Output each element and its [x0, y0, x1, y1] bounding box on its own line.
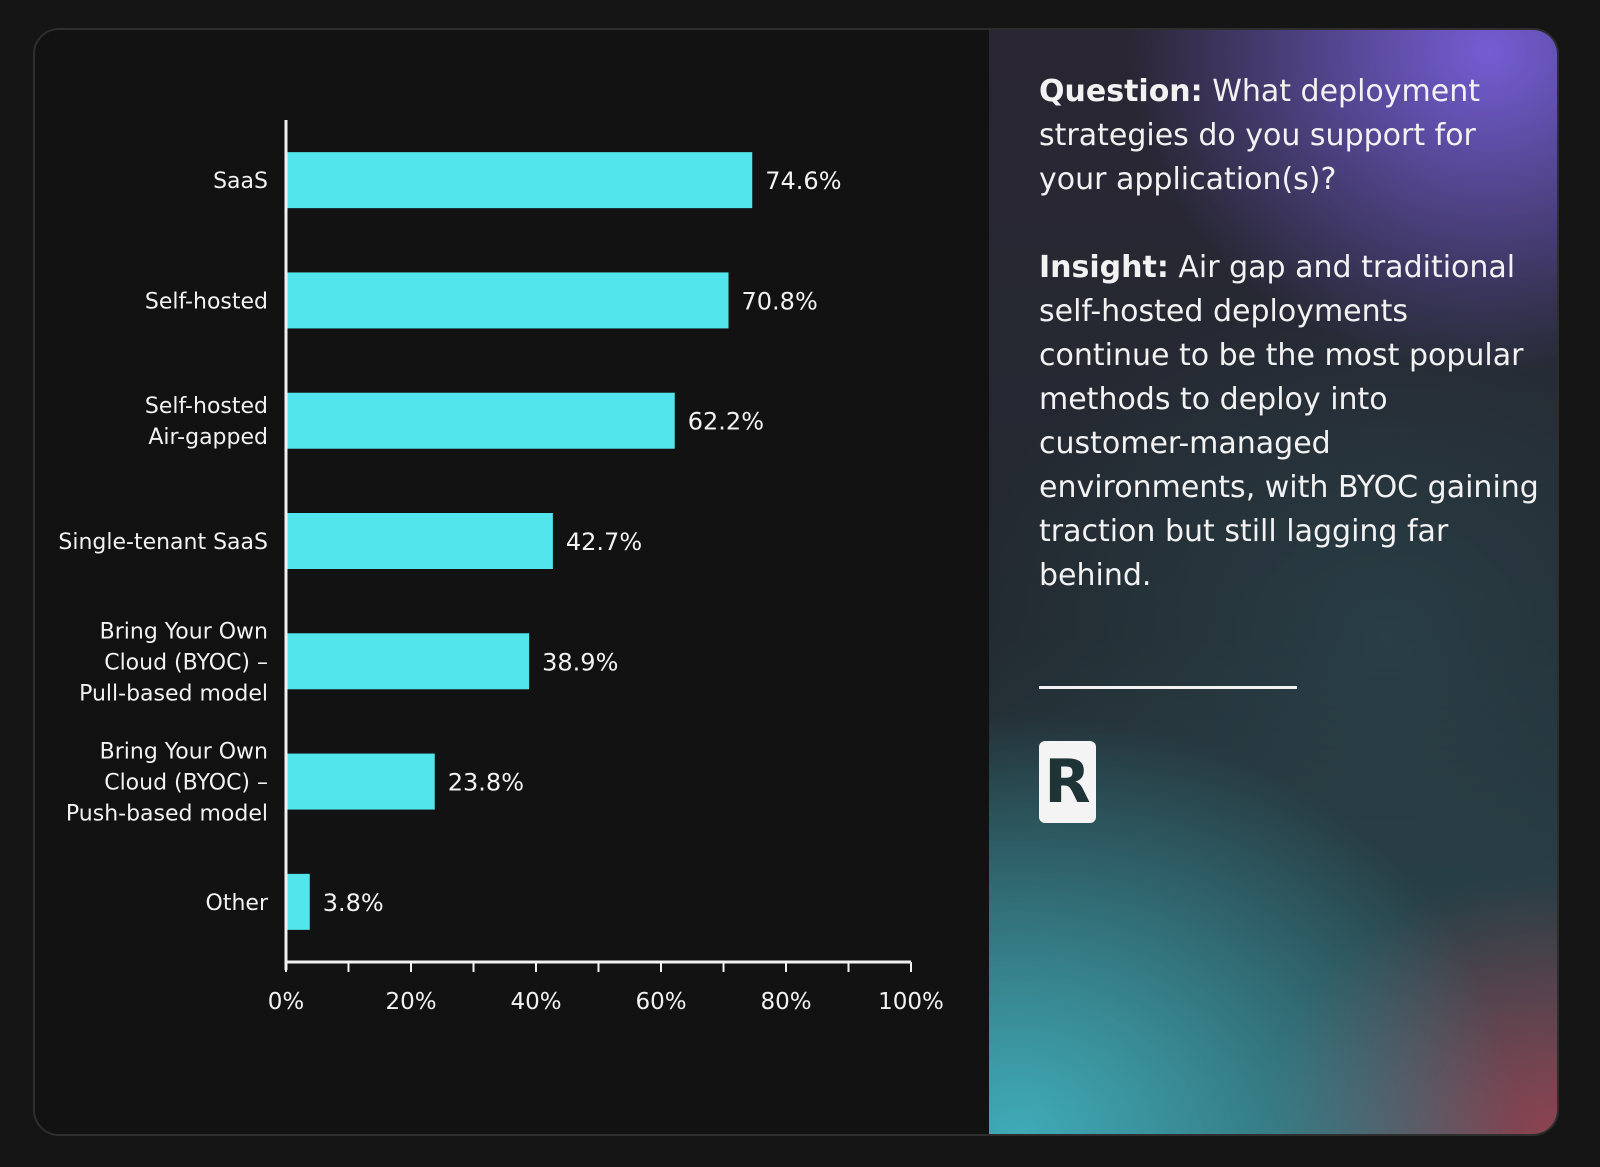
question-text: What deployment strategies do you suppor… — [1039, 74, 1480, 197]
bar-value-label: 42.7% — [566, 528, 642, 556]
insight-text: Air gap and traditional self-hosted depl… — [1039, 250, 1539, 593]
chart-card: 74.6% SaaS 70.8% Self-hosted 62.2% Self-hoste… — [33, 28, 1559, 1136]
bar-chart: 74.6% SaaS 70.8% Self-hosted 62.2% Self-hoste… — [58, 120, 944, 1015]
chart-panel: 74.6% SaaS 70.8% Self-hosted 62.2% Self-hoste… — [35, 30, 989, 1134]
category-label: Self-hosted Air-gapped — [145, 394, 268, 450]
category-label: Other — [206, 891, 269, 916]
r-logo-icon: R — [1039, 741, 1096, 823]
info-text: Question: What deployment strategies do … — [1039, 70, 1539, 642]
info-panel: Question: What deployment strategies do … — [989, 30, 1557, 1134]
bar-value-label: 3.8% — [323, 889, 384, 917]
insight-label: Insight: — [1039, 250, 1169, 285]
x-tick-label: 100% — [878, 989, 944, 1015]
bar-value-label: 38.9% — [542, 648, 618, 676]
bar — [286, 873, 310, 930]
bar — [286, 513, 553, 569]
divider — [1039, 686, 1297, 689]
bar — [286, 753, 435, 810]
x-tick-label: 40% — [510, 989, 561, 1015]
x-tick-label: 80% — [760, 989, 811, 1015]
x-tick-label: 0% — [268, 989, 305, 1015]
bar — [286, 152, 753, 209]
bar — [286, 392, 675, 449]
x-tick-label: 20% — [385, 989, 436, 1015]
category-label: Bring Your Own Cloud (BYOC) – Push-based m… — [66, 740, 268, 827]
bar-value-label: 70.8% — [742, 287, 818, 315]
insight-paragraph: Insight: Air gap and traditional self-ho… — [1039, 246, 1539, 598]
category-label: Bring Your Own Cloud (BYOC) – Pull-based m… — [79, 619, 268, 706]
bar-value-label: 74.6% — [765, 167, 841, 195]
bar-value-label: 23.8% — [448, 769, 524, 797]
x-tick-label: 60% — [635, 989, 686, 1015]
bar — [286, 633, 530, 690]
bar-value-label: 62.2% — [688, 408, 764, 436]
question-paragraph: Question: What deployment strategies do … — [1039, 70, 1539, 202]
category-label: Self-hosted — [145, 289, 268, 314]
bar — [286, 272, 729, 329]
question-label: Question: — [1039, 74, 1203, 109]
category-label: Single-tenant SaaS — [58, 530, 268, 555]
category-label: SaaS — [213, 169, 268, 194]
